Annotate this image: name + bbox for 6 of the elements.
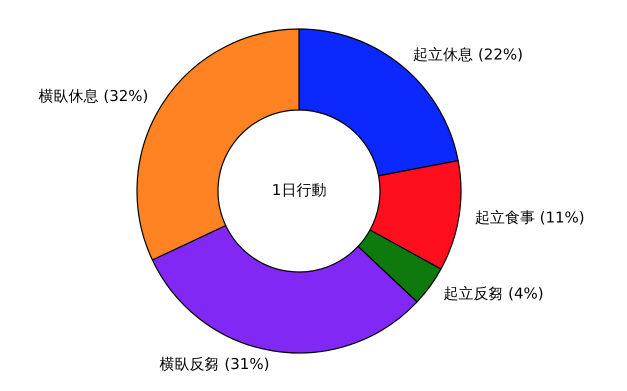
- slice-label: 起立休息 (22%): [413, 45, 523, 64]
- slice-label: 横臥反芻 (31%): [160, 354, 270, 373]
- slice-label: 横臥休息 (32%): [38, 86, 148, 105]
- slice-label: 起立食事 (11%): [474, 208, 585, 227]
- text: 1日行動: [272, 181, 326, 200]
- slice-label: 起立反芻 (4%): [443, 284, 544, 303]
